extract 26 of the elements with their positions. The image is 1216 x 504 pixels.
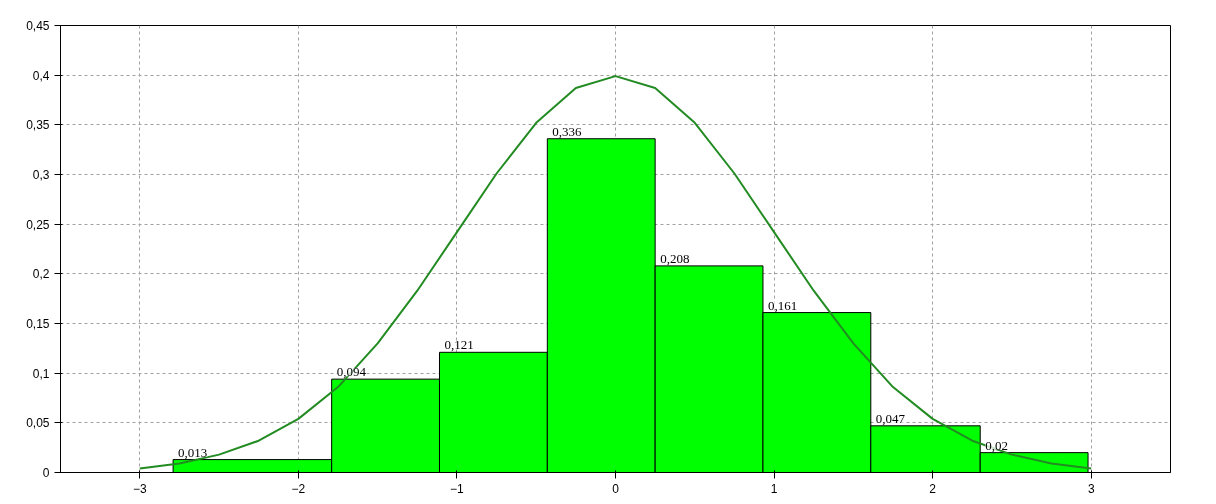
y-tick-label: 0,2 [32,267,50,282]
line-series [138,75,1093,470]
y-tick-label: 0,15 [26,317,50,331]
data-label: 0,094 [336,364,367,380]
x-tick-label: 1 [770,481,778,496]
data-label: 0,161 [767,297,798,313]
y-tick-label: 0,45 [26,19,50,33]
x-tick-label: −3 [132,481,147,496]
x-tick-label: −1 [450,481,465,496]
y-tick-label: 0,25 [26,217,50,232]
y-tick-label: 0,05 [26,416,50,431]
y-tick-label: 0,3 [32,168,50,182]
y-tick-label: 0,4 [32,68,50,83]
data-label: 0,02 [985,437,1008,453]
data-label: 0,047 [875,410,906,426]
x-tick-label: 3 [1087,481,1095,496]
x-tick-label: 0 [612,481,620,496]
data-label: 0,336 [552,123,583,139]
y-tick-label: 0,35 [26,118,50,133]
data-label: 0,121 [444,337,474,353]
data-label: 0,208 [660,250,690,266]
x-tick-label: −2 [291,481,306,496]
x-tick-label: 2 [929,481,937,496]
data-label: 0,013 [178,444,208,460]
y-tick-label: 0 [42,466,50,480]
y-tick-label: 0,1 [32,366,50,381]
